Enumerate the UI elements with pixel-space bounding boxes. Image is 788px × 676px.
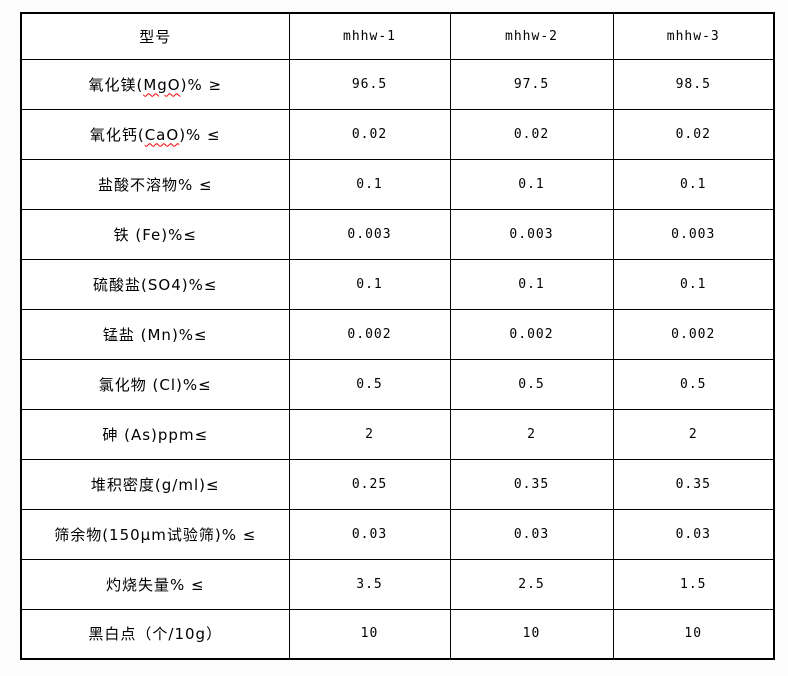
value-cell-mhhw-2: 0.003 <box>449 208 614 260</box>
value-cell-mhhw-1: 2 <box>288 408 451 460</box>
value-cell-mhhw-2: 97.5 <box>449 58 614 110</box>
spec-label-text: 黑白点（个/10g） <box>88 625 223 644</box>
value-cell-mhhw-2: 2 <box>449 408 614 460</box>
spec-label-cell: 黑白点（个/10g） <box>20 608 290 660</box>
model-header-cell: 型号 <box>20 12 290 60</box>
spec-label-cell: 氧化钙(CaO)% ≤ <box>20 108 290 160</box>
table-row: 筛余物(150μm试验筛)% ≤ 0.03 0.03 0.03 <box>20 508 775 560</box>
value-cell-mhhw-2: 10 <box>449 608 614 660</box>
value-cell-mhhw-2: 0.03 <box>449 508 614 560</box>
value-cell-mhhw-3: 10 <box>612 608 775 660</box>
spec-label-text: 铁 (Fe)%≤ <box>113 225 197 244</box>
value-cell-mhhw-1: 0.003 <box>288 208 451 260</box>
spec-label-cell: 硫酸盐(SO4)%≤ <box>20 258 290 310</box>
value-cell-mhhw-2: 0.02 <box>449 108 614 160</box>
value-cell-mhhw-1: 10 <box>288 608 451 660</box>
value-cell-mhhw-1: 0.02 <box>288 108 451 160</box>
value-cell-mhhw-1: 0.002 <box>288 308 451 360</box>
value-cell-mhhw-3: 0.03 <box>612 508 775 560</box>
spec-label-cell: 铁 (Fe)%≤ <box>20 208 290 260</box>
spec-label-text: 灼烧失量% ≤ <box>105 575 205 594</box>
spec-label-cell: 氯化物 (Cl)%≤ <box>20 358 290 410</box>
value-cell-mhhw-2: 0.1 <box>449 158 614 210</box>
value-cell-mhhw-2: 0.1 <box>449 258 614 310</box>
spec-label-cell: 锰盐 (Mn)%≤ <box>20 308 290 360</box>
table-row: 灼烧失量% ≤ 3.5 2.5 1.5 <box>20 558 775 610</box>
value-cell-mhhw-1: 0.03 <box>288 508 451 560</box>
spec-label-cell: 盐酸不溶物% ≤ <box>20 158 290 210</box>
value-cell-mhhw-3: 0.1 <box>612 158 775 210</box>
spec-label-cell: 砷 (As)ppm≤ <box>20 408 290 460</box>
product-spec-table: 型号 mhhw-1 mhhw-2 mhhw-3 氧化镁(MgO)% ≥ 96.5… <box>20 12 775 660</box>
value-cell-mhhw-1: 0.25 <box>288 458 451 510</box>
value-cell-mhhw-3: 2 <box>612 408 775 460</box>
value-cell-mhhw-1: 0.1 <box>288 258 451 310</box>
value-cell-mhhw-3: 98.5 <box>612 58 775 110</box>
spellcheck-underlined-text: CaO <box>144 125 180 144</box>
value-cell-mhhw-1: 0.1 <box>288 158 451 210</box>
value-cell-mhhw-2: 0.5 <box>449 358 614 410</box>
value-cell-mhhw-2: 0.002 <box>449 308 614 360</box>
spec-label-text: 氧化镁( <box>88 75 144 94</box>
value-cell-mhhw-3: 0.002 <box>612 308 775 360</box>
table-row: 硫酸盐(SO4)%≤ 0.1 0.1 0.1 <box>20 258 775 310</box>
value-cell-mhhw-3: 0.1 <box>612 258 775 310</box>
spec-label-text: 堆积密度(g/ml)≤ <box>90 475 220 494</box>
spec-label-text: 氧化钙( <box>89 125 145 144</box>
spec-label-text: 盐酸不溶物% ≤ <box>97 175 213 194</box>
value-cell-mhhw-1: 96.5 <box>288 58 451 110</box>
table-row: 氯化物 (Cl)%≤ 0.5 0.5 0.5 <box>20 358 775 410</box>
spec-label-suffix: )% ≤ <box>179 125 221 144</box>
table-row: 锰盐 (Mn)%≤ 0.002 0.002 0.002 <box>20 308 775 360</box>
table-row: 氧化钙(CaO)% ≤ 0.02 0.02 0.02 <box>20 108 775 160</box>
header-row: 型号 mhhw-1 mhhw-2 mhhw-3 <box>20 12 775 60</box>
spec-label-cell: 灼烧失量% ≤ <box>20 558 290 610</box>
value-cell-mhhw-3: 1.5 <box>612 558 775 610</box>
spec-label-suffix: )% ≥ <box>180 75 223 94</box>
spec-label-text: 氯化物 (Cl)%≤ <box>98 375 212 394</box>
table-row: 铁 (Fe)%≤ 0.003 0.003 0.003 <box>20 208 775 260</box>
table-row: 黑白点（个/10g） 10 10 10 <box>20 608 775 660</box>
value-cell-mhhw-2: 0.35 <box>449 458 614 510</box>
value-cell-mhhw-1: 0.5 <box>288 358 451 410</box>
value-cell-mhhw-3: 0.02 <box>612 108 775 160</box>
value-cell-mhhw-2: 2.5 <box>449 558 614 610</box>
spec-label-text: 硫酸盐(SO4)%≤ <box>93 275 218 294</box>
table-row: 氧化镁(MgO)% ≥ 96.5 97.5 98.5 <box>20 58 775 110</box>
value-cell-mhhw-3: 0.003 <box>612 208 775 260</box>
spec-table-body: 型号 mhhw-1 mhhw-2 mhhw-3 氧化镁(MgO)% ≥ 96.5… <box>20 12 775 660</box>
table-row: 盐酸不溶物% ≤ 0.1 0.1 0.1 <box>20 158 775 210</box>
spec-label-cell: 堆积密度(g/ml)≤ <box>20 458 290 510</box>
spec-label-text: 砷 (As)ppm≤ <box>102 425 209 444</box>
spec-label-cell: 氧化镁(MgO)% ≥ <box>20 58 290 110</box>
spec-label-cell: 筛余物(150μm试验筛)% ≤ <box>20 508 290 560</box>
column-header-mhhw-3: mhhw-3 <box>612 12 775 60</box>
value-cell-mhhw-3: 0.35 <box>612 458 775 510</box>
value-cell-mhhw-3: 0.5 <box>612 358 775 410</box>
spellcheck-underlined-text: MgO <box>143 75 181 94</box>
spec-label-text: 筛余物(150μm试验筛)% ≤ <box>54 525 257 544</box>
table-row: 堆积密度(g/ml)≤ 0.25 0.35 0.35 <box>20 458 775 510</box>
value-cell-mhhw-1: 3.5 <box>288 558 451 610</box>
column-header-mhhw-2: mhhw-2 <box>449 12 614 60</box>
column-header-mhhw-1: mhhw-1 <box>288 12 451 60</box>
spec-label-text: 锰盐 (Mn)%≤ <box>102 325 208 344</box>
table-row: 砷 (As)ppm≤ 2 2 2 <box>20 408 775 460</box>
